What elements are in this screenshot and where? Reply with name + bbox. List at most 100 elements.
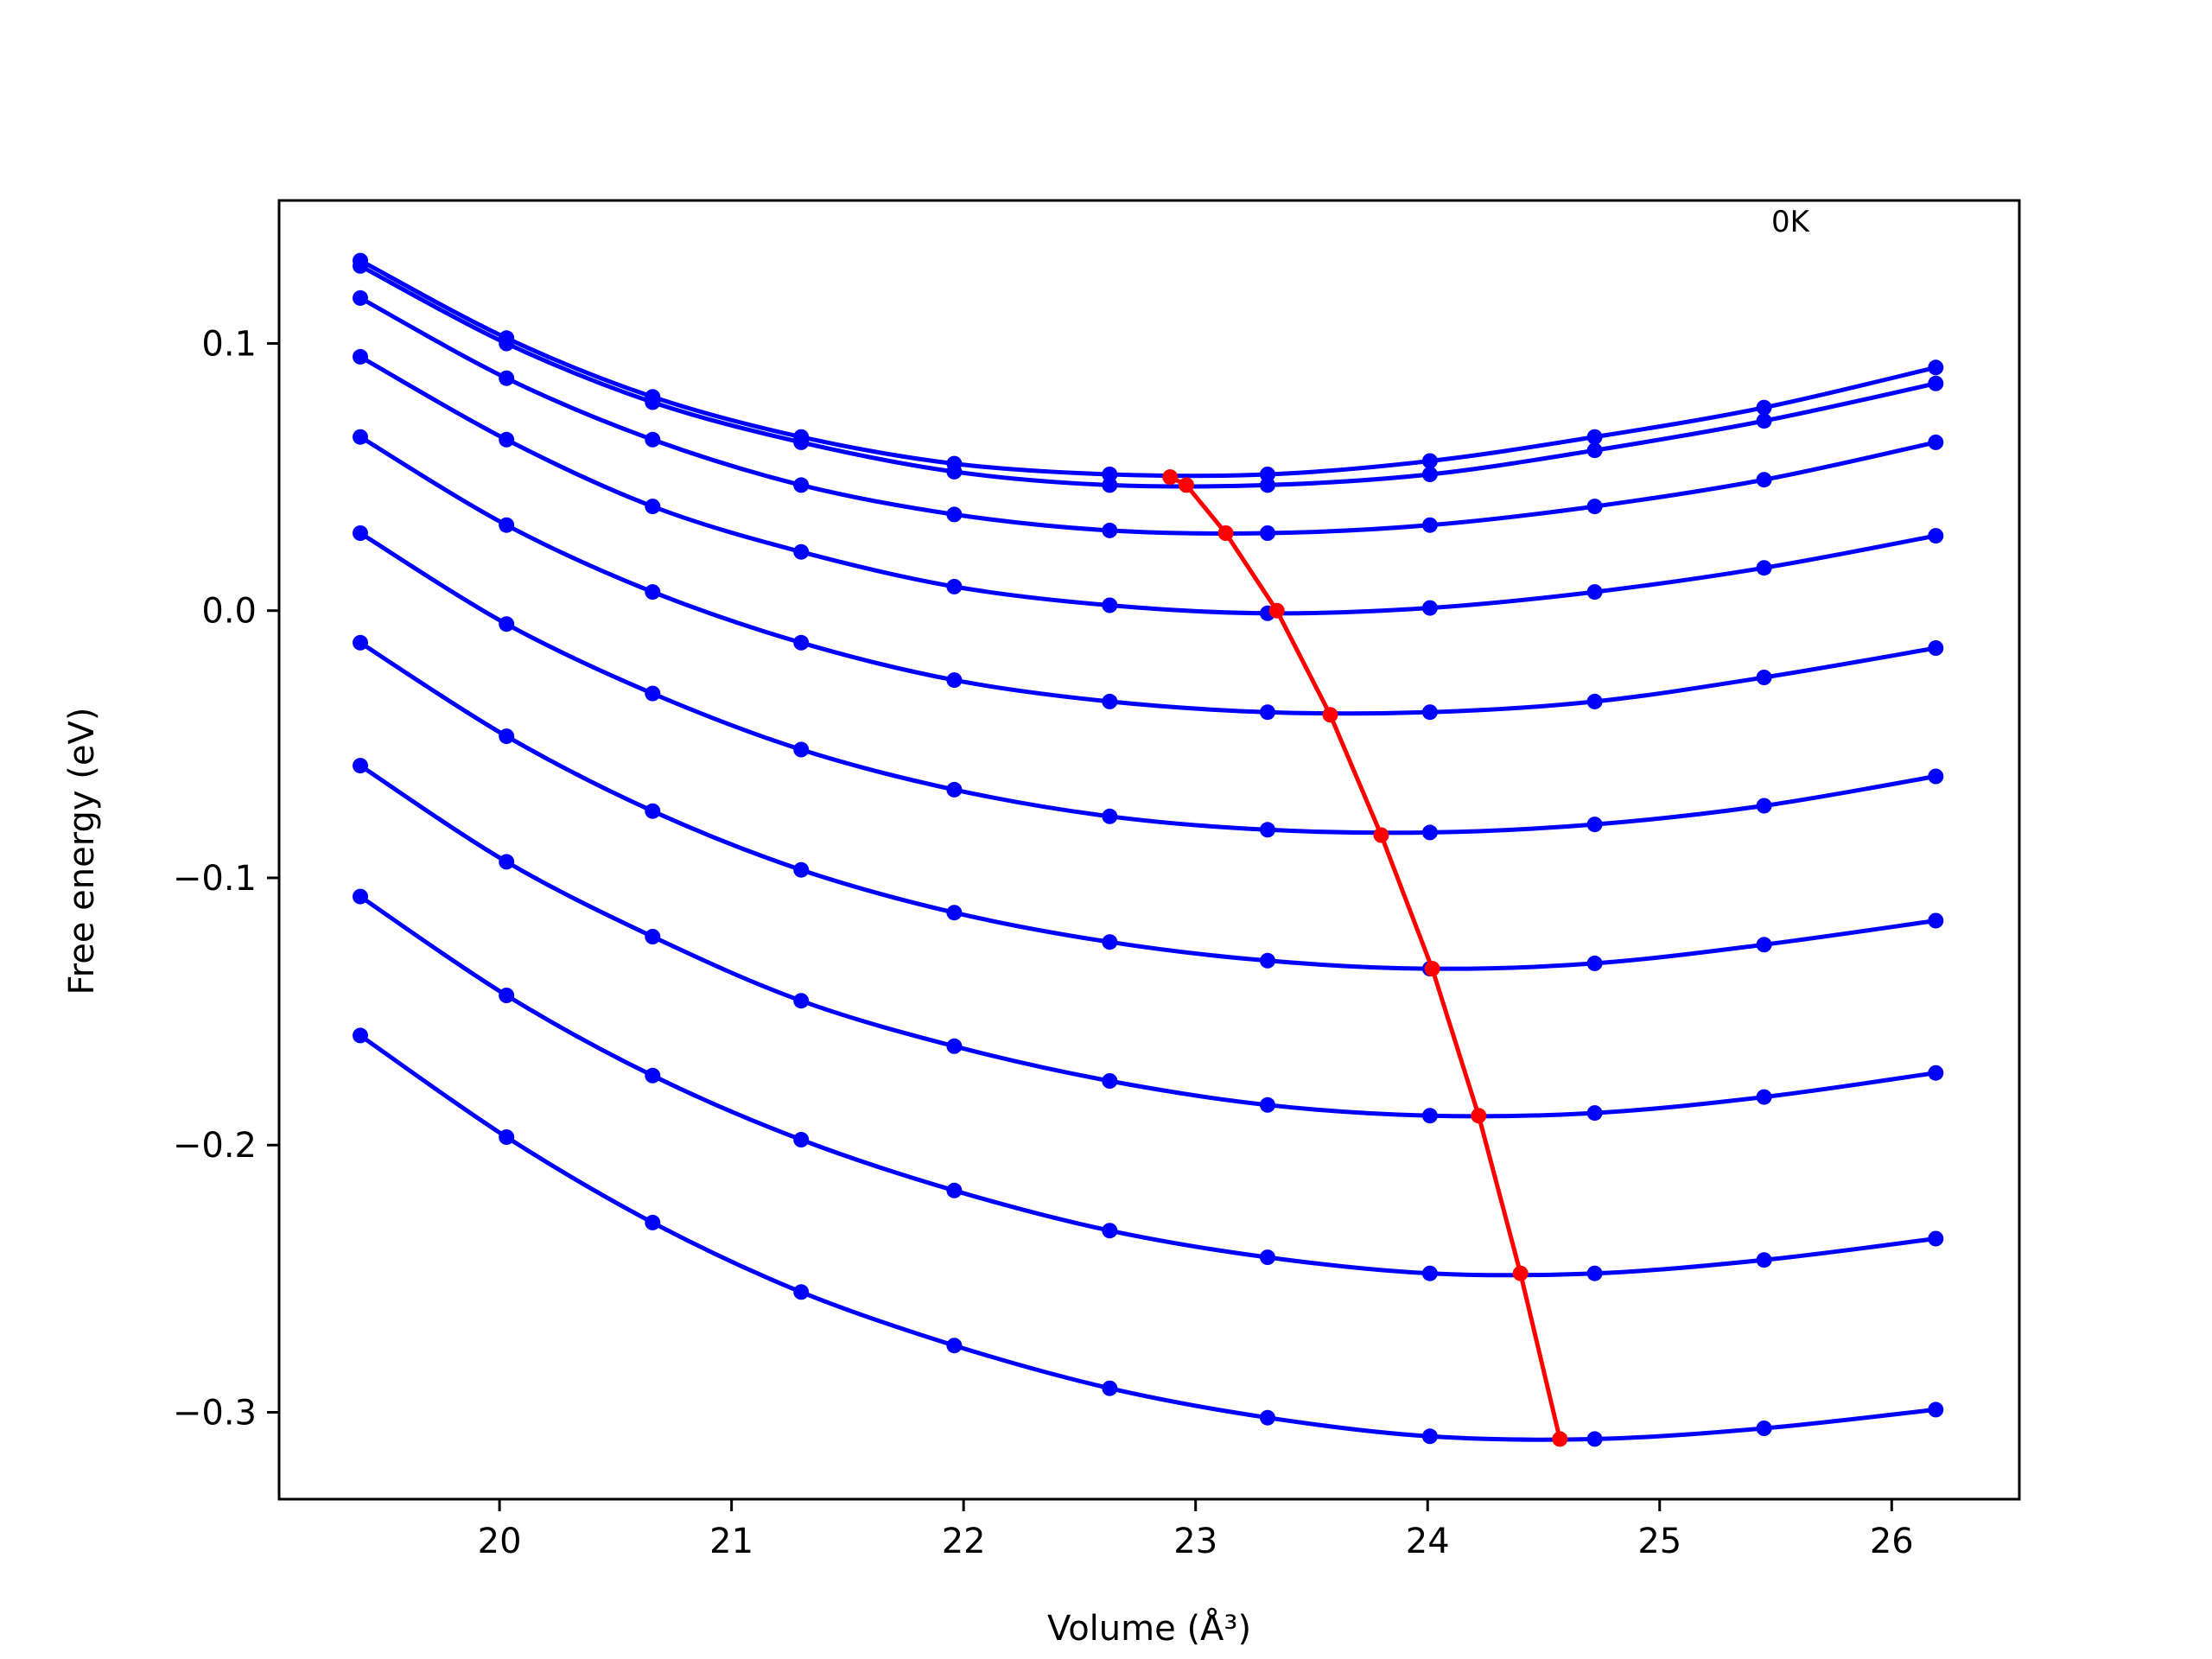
x-tick-label: 21 bbox=[709, 1522, 753, 1561]
minimum-point bbox=[1512, 1265, 1529, 1281]
energy-point bbox=[1586, 1105, 1603, 1122]
energy-point bbox=[1260, 822, 1275, 838]
energy-point bbox=[1260, 525, 1275, 541]
energy-point bbox=[1586, 817, 1603, 833]
y-tick-label: 0.0 bbox=[201, 592, 257, 632]
energy-point bbox=[1102, 597, 1118, 613]
energy-point bbox=[1756, 1252, 1772, 1268]
energy-point bbox=[946, 1038, 963, 1054]
energy-point bbox=[1102, 693, 1118, 709]
energy-point bbox=[1586, 1431, 1603, 1447]
energy-point bbox=[1260, 1409, 1275, 1426]
energy-point bbox=[1102, 808, 1118, 824]
energy-point bbox=[353, 348, 368, 365]
minima-layer bbox=[1162, 469, 1568, 1447]
energy-point bbox=[946, 905, 963, 921]
energy-point bbox=[1756, 560, 1772, 576]
minimum-point bbox=[1162, 469, 1179, 486]
energy-point bbox=[946, 506, 963, 523]
energy-point bbox=[1102, 1380, 1118, 1396]
energy-point bbox=[353, 429, 368, 445]
energy-point bbox=[946, 1182, 963, 1198]
energy-point bbox=[499, 517, 515, 533]
energy-point bbox=[1421, 600, 1438, 616]
energy-point bbox=[793, 861, 810, 878]
energy-point bbox=[1260, 952, 1275, 969]
energy-point bbox=[946, 578, 963, 594]
energy-point bbox=[645, 929, 661, 944]
x-tick-label: 25 bbox=[1637, 1522, 1681, 1561]
energy-point bbox=[353, 289, 368, 306]
minimum-point bbox=[1373, 827, 1389, 843]
energy-point bbox=[645, 685, 661, 702]
energy-point bbox=[1102, 477, 1118, 493]
energy-point bbox=[499, 1129, 515, 1145]
energy-point bbox=[1928, 375, 1944, 391]
energy-point bbox=[1260, 477, 1275, 493]
minimum-point bbox=[1322, 707, 1338, 723]
x-tick-label: 23 bbox=[1173, 1522, 1217, 1561]
energy-point bbox=[1102, 1073, 1118, 1089]
energy-point bbox=[1102, 467, 1118, 482]
energy-point bbox=[1586, 442, 1603, 459]
energy-point bbox=[1586, 1265, 1603, 1281]
energy-point bbox=[1421, 453, 1438, 469]
energy-point bbox=[1260, 704, 1275, 721]
energy-point bbox=[1421, 824, 1438, 841]
energy-point bbox=[1756, 670, 1772, 685]
energy-point bbox=[1421, 704, 1438, 721]
energy-point bbox=[353, 634, 368, 651]
energy-point bbox=[793, 634, 810, 651]
energy-point bbox=[499, 854, 515, 870]
energy-point bbox=[793, 741, 810, 758]
energy-point bbox=[946, 1338, 963, 1354]
energy-point bbox=[793, 1284, 810, 1300]
plot-frame bbox=[277, 199, 2021, 1501]
energy-point bbox=[1586, 955, 1603, 971]
energy-point bbox=[1756, 798, 1772, 814]
energy-point bbox=[1928, 640, 1944, 656]
energy-point bbox=[499, 728, 515, 745]
energy-point bbox=[1102, 1223, 1118, 1239]
energy-point bbox=[1928, 1065, 1944, 1081]
x-tick-label: 22 bbox=[942, 1522, 986, 1561]
energy-point bbox=[499, 335, 515, 352]
y-tick-label: −0.2 bbox=[173, 1126, 257, 1166]
y-tick-label: 0.1 bbox=[201, 324, 257, 364]
minimum-point bbox=[1217, 525, 1234, 541]
energy-point bbox=[946, 781, 963, 798]
energy-point bbox=[1756, 937, 1772, 953]
energy-point bbox=[1928, 434, 1944, 450]
energy-point bbox=[1586, 429, 1603, 445]
energy-point bbox=[1928, 1230, 1944, 1247]
energy-point bbox=[1756, 413, 1772, 429]
x-tick-label: 24 bbox=[1406, 1522, 1450, 1561]
energy-point bbox=[793, 434, 810, 450]
x-axis-ticks: 20 21 22 23 24 25 26 bbox=[478, 1499, 1914, 1561]
energy-point bbox=[1260, 1249, 1275, 1266]
energy-point bbox=[1260, 467, 1275, 482]
energy-point bbox=[645, 803, 661, 819]
energy-point bbox=[1421, 517, 1438, 533]
minimum-point bbox=[1471, 1108, 1487, 1124]
minimum-energy-path bbox=[1169, 474, 1562, 1440]
energy-point bbox=[793, 543, 810, 560]
energy-point bbox=[353, 888, 368, 905]
energy-point bbox=[353, 257, 368, 274]
energy-point bbox=[1421, 467, 1438, 482]
energy-point bbox=[793, 1132, 810, 1147]
energy-point bbox=[1756, 399, 1772, 416]
energy-point bbox=[1928, 768, 1944, 785]
energy-point bbox=[499, 616, 515, 632]
curves-layer bbox=[353, 252, 1944, 1447]
x-tick-label: 26 bbox=[1870, 1522, 1914, 1561]
energy-point bbox=[1928, 528, 1944, 544]
energy-point bbox=[1928, 1402, 1944, 1418]
energy-point bbox=[645, 499, 661, 515]
minimum-point bbox=[1424, 961, 1440, 977]
energy-point bbox=[645, 1214, 661, 1230]
energy-point bbox=[645, 1067, 661, 1084]
energy-point bbox=[946, 463, 963, 480]
energy-point bbox=[1928, 912, 1944, 929]
